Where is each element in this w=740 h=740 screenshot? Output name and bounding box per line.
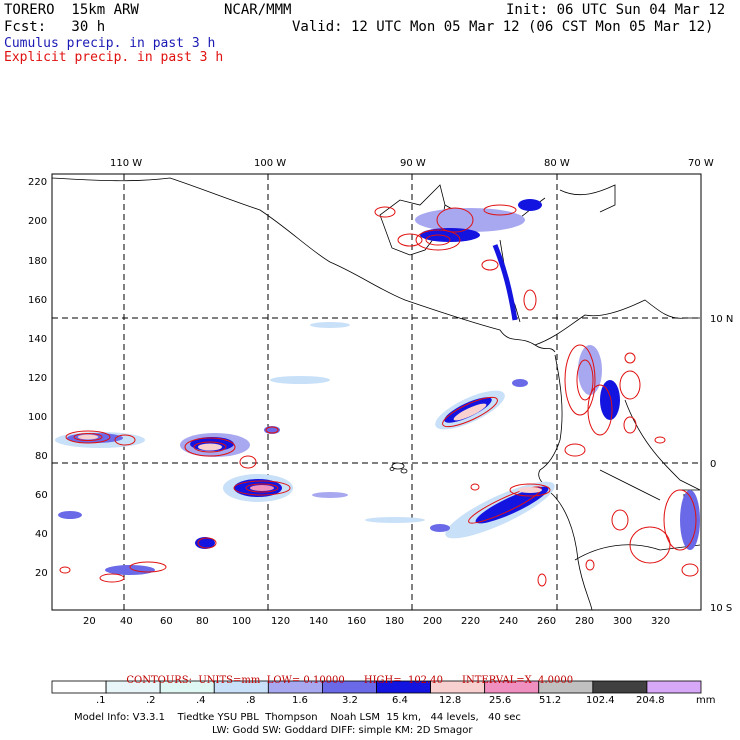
explicit-contours	[59, 204, 699, 587]
x-tick-label: 220	[461, 616, 480, 627]
cb-label: 25.6	[489, 695, 512, 706]
cb-label: 204.8	[636, 695, 665, 706]
contour-label: CONTOURS:	[126, 675, 193, 686]
forecast-hour: Fcst: 30 h	[4, 19, 106, 35]
y-tick-label: 220	[28, 177, 47, 188]
colorbar-swatch	[51, 680, 107, 694]
cb-label: 1.6	[292, 695, 308, 706]
top-lon-label: 110 W	[110, 158, 142, 169]
x-tick-label: 60	[160, 616, 173, 627]
contour-info: CONTOURS: UNITS=mm LOW= 0.10000 HIGH= 10…	[120, 664, 573, 686]
x-tick-label: 320	[651, 616, 670, 627]
x-tick-label: 100	[232, 616, 251, 627]
explicit-title: Explicit precip. in past 3 h	[4, 50, 224, 65]
valid-time: Valid: 12 UTC Mon 05 Mar 12 (06 CST Mon …	[292, 19, 714, 35]
x-tick-label: 80	[196, 616, 209, 627]
cb-label: .1	[96, 695, 106, 706]
top-lon-label: 90 W	[400, 158, 426, 169]
y-tick-label: 20	[35, 568, 48, 579]
x-tick-label: 300	[613, 616, 632, 627]
physics-info: LW: Godd SW: Goddard DIFF: simple KM: 2D…	[212, 725, 473, 736]
y-tick-label: 140	[28, 334, 47, 345]
y-tick-label: 40	[35, 529, 48, 540]
right-lat-label: 10 N	[710, 314, 733, 325]
colorbar-swatch	[646, 680, 702, 694]
cb-unit: mm	[696, 695, 716, 706]
cb-label: 102.4	[586, 695, 615, 706]
x-tick-label: 140	[309, 616, 328, 627]
right-lat-label: 0	[710, 459, 716, 470]
top-lon-label: 80 W	[544, 158, 570, 169]
model-title: TORERO 15km ARW	[4, 2, 139, 18]
contour-units: UNITS=mm	[198, 675, 261, 686]
contour-high: HIGH= 102.40	[363, 675, 443, 686]
x-tick-label: 280	[575, 616, 594, 627]
cb-label: 3.2	[342, 695, 358, 706]
y-tick-label: 100	[28, 412, 47, 423]
x-tick-label: 200	[423, 616, 442, 627]
model-info: Model Info: V3.3.1 Tiedtke YSU PBL Thomp…	[74, 712, 521, 723]
y-tick-label: 120	[28, 373, 47, 384]
cumulus-title: Cumulus precip. in past 3 h	[4, 36, 216, 51]
explicit-core-fill	[78, 403, 542, 493]
cb-label: 12.8	[439, 695, 462, 706]
cb-label: .2	[146, 695, 156, 706]
latlon-grid	[52, 174, 701, 610]
right-lat-label: 10 S	[710, 603, 732, 614]
y-tick-label: 60	[35, 490, 48, 501]
top-lon-label: 100 W	[254, 158, 286, 169]
y-tick-label: 180	[28, 256, 47, 267]
init-time: Init: 06 UTC Sun 04 Mar 12	[506, 2, 726, 18]
top-lon-label: 70 W	[688, 158, 714, 169]
x-tick-label: 20	[83, 616, 96, 627]
cb-label: .8	[246, 695, 256, 706]
x-tick-label: 120	[271, 616, 290, 627]
cb-label: 6.4	[392, 695, 408, 706]
x-tick-label: 40	[120, 616, 133, 627]
cb-label: 51.2	[539, 695, 562, 706]
x-tick-label: 160	[347, 616, 366, 627]
x-tick-label: 240	[499, 616, 518, 627]
y-tick-label: 160	[28, 295, 47, 306]
x-tick-label: 180	[385, 616, 404, 627]
colorbar-swatch	[592, 680, 648, 694]
contour-interval: INTERVAL=X 4.0000	[462, 675, 574, 686]
x-tick-label: 260	[537, 616, 556, 627]
cb-label: .4	[196, 695, 206, 706]
y-tick-label: 200	[28, 216, 47, 227]
org-label: NCAR/MMM	[224, 2, 292, 18]
contour-low: LOW= 0.10000	[266, 675, 345, 686]
y-tick-label: 80	[35, 451, 48, 462]
colorbar	[51, 680, 702, 694]
